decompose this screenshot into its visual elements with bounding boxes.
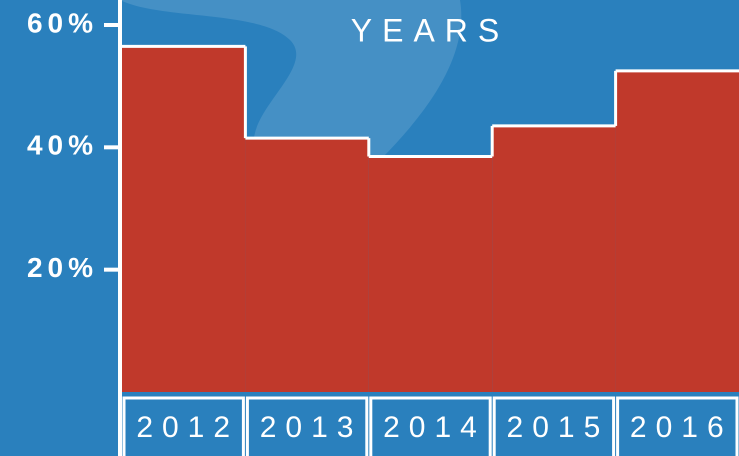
bar	[492, 125, 616, 393]
decoration	[120, 0, 462, 160]
x-tick-label: 2013	[260, 411, 363, 444]
x-tick-label: 2014	[383, 411, 486, 444]
category-box	[245, 396, 369, 456]
y-tick-label: 40%	[27, 130, 98, 161]
bar	[368, 156, 493, 392]
bar	[122, 46, 246, 393]
category-box	[616, 396, 739, 456]
x-tick-label: 2016	[630, 411, 733, 444]
bar	[245, 138, 369, 392]
bar	[615, 70, 739, 392]
y-tick-label: 60%	[27, 7, 98, 38]
category-box	[369, 396, 492, 456]
y-tick-label: 20%	[27, 252, 98, 283]
x-tick-label: 2012	[136, 411, 239, 444]
chart-title: YEARS	[351, 12, 509, 48]
category-box	[122, 396, 245, 456]
category-box	[492, 396, 616, 456]
x-tick-label: 2015	[507, 411, 610, 444]
